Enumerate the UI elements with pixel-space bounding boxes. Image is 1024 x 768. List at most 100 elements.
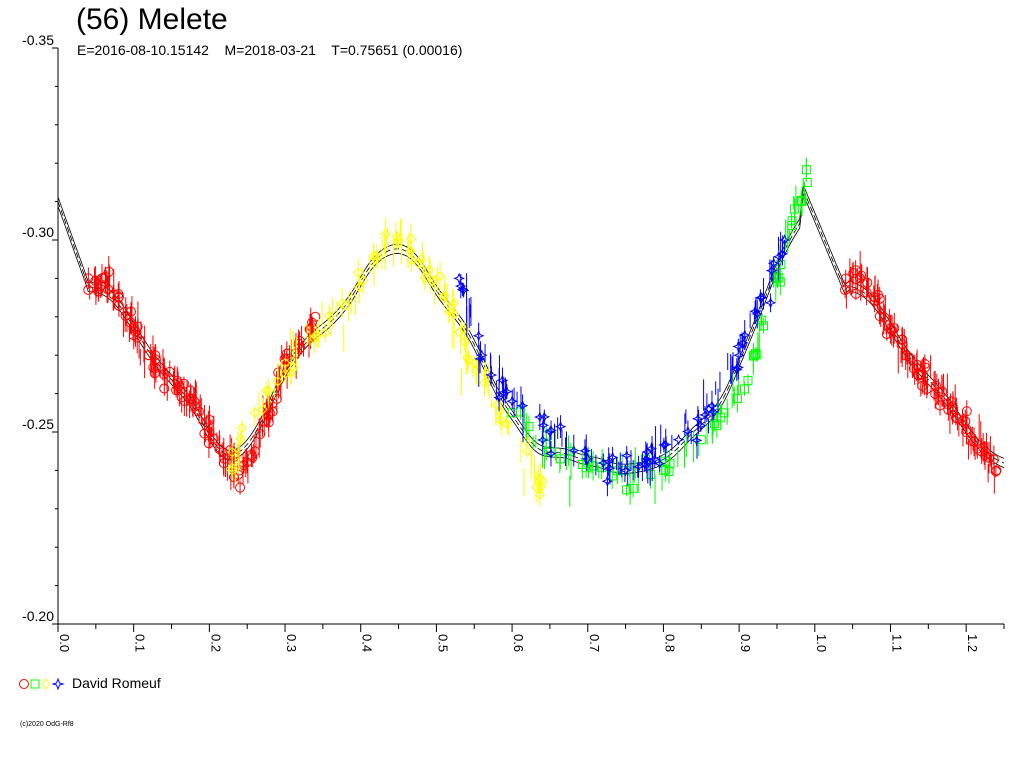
data-point [159, 383, 170, 394]
chart-title: (56) Melete [76, 3, 228, 36]
data-point [534, 489, 546, 500]
data-point [536, 434, 549, 446]
data-point [83, 284, 94, 295]
data-point [879, 312, 890, 323]
data-point [544, 426, 556, 438]
data-point [682, 425, 694, 438]
data-point [545, 447, 557, 460]
data-point [628, 483, 638, 493]
data-point [661, 465, 671, 475]
series [83, 256, 321, 495]
data-point [235, 482, 246, 493]
data-points [83, 157, 1002, 507]
data-point [380, 228, 391, 240]
data-point [750, 349, 760, 359]
data-point [189, 396, 200, 407]
data-point [247, 452, 258, 463]
data-point [533, 411, 546, 423]
data-point [537, 419, 550, 432]
data-point [952, 413, 963, 424]
data-point [930, 388, 941, 399]
x-tick-label: 0.0 [57, 634, 72, 652]
data-point [371, 250, 382, 262]
data-point [632, 460, 645, 473]
data-point [619, 464, 632, 477]
data-point [840, 284, 851, 295]
data-point [524, 421, 534, 431]
data-point [257, 404, 268, 415]
data-point [201, 417, 212, 428]
data-point [692, 412, 704, 425]
data-point [690, 434, 703, 447]
data-point [443, 306, 455, 318]
data-point [516, 399, 529, 412]
data-point [942, 399, 953, 410]
data-point [178, 378, 189, 389]
data-point [855, 273, 866, 284]
data-point [740, 384, 750, 394]
data-point [113, 292, 124, 303]
data-point [264, 407, 275, 418]
data-point [900, 350, 911, 361]
model-curve-line [57, 188, 1005, 470]
x-tick-label: 0.2 [208, 634, 223, 652]
data-point [778, 234, 791, 246]
data-point [703, 403, 715, 415]
data-point [522, 445, 533, 457]
data-point [260, 385, 272, 397]
data-point [732, 361, 745, 374]
legend: David Romeuf [18, 674, 161, 692]
data-point [98, 273, 109, 284]
data-point [672, 433, 685, 446]
data-point [449, 308, 460, 320]
x-tick-label: 0.5 [435, 634, 450, 652]
data-point [353, 267, 364, 278]
data-point [581, 453, 594, 465]
data-point [870, 292, 881, 303]
data-point [497, 386, 510, 399]
data-point [249, 407, 260, 419]
data-point [961, 427, 972, 437]
data-point [897, 339, 908, 350]
data-point [749, 350, 759, 360]
x-tick-label: 0.7 [587, 634, 602, 652]
data-point [567, 444, 580, 457]
data-point [310, 311, 321, 322]
x-tick-label: 0.4 [360, 634, 375, 652]
data-point [158, 369, 169, 380]
data-point [765, 264, 778, 277]
data-point [249, 446, 260, 457]
data-point [475, 349, 488, 362]
data-point [787, 216, 797, 226]
data-point [416, 253, 427, 265]
data-point [472, 329, 485, 342]
data-point [921, 383, 932, 394]
x-tick-label: 1.0 [814, 634, 829, 652]
data-point [199, 428, 210, 439]
data-point [554, 420, 567, 433]
data-point [190, 401, 201, 412]
data-point [174, 380, 185, 391]
data-point [919, 358, 930, 369]
data-point [620, 449, 633, 462]
data-point [537, 476, 548, 488]
model-curve-line [57, 183, 1005, 465]
y-tick-label: -0.30 [22, 224, 54, 240]
data-point [310, 330, 321, 342]
data-point [641, 446, 653, 458]
data-point [103, 284, 114, 295]
data-point [646, 469, 656, 479]
data-point [583, 458, 593, 468]
data-point [896, 334, 907, 345]
data-point [259, 416, 270, 427]
series [840, 251, 1002, 494]
chart-subtitle: E=2016-08-10.15142 M=2018-03-21 T=0.7565… [77, 42, 463, 58]
data-point [588, 461, 598, 471]
data-point [271, 393, 282, 404]
data-point [930, 380, 941, 391]
data-point [424, 264, 435, 276]
data-point [288, 362, 300, 373]
data-point [469, 357, 480, 369]
data-point [438, 292, 450, 303]
